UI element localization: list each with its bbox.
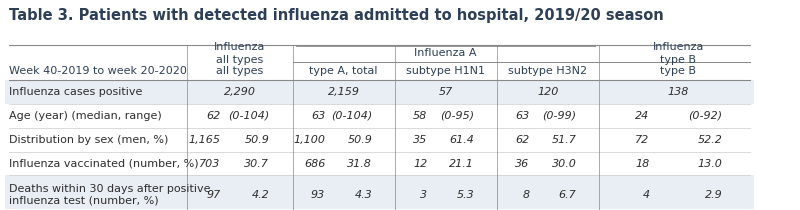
- Text: 57: 57: [438, 87, 453, 97]
- Text: 703: 703: [199, 159, 221, 169]
- Text: Influenza A: Influenza A: [414, 48, 477, 58]
- Text: Influenza
type B: Influenza type B: [653, 42, 704, 65]
- Text: (0-95): (0-95): [440, 111, 474, 121]
- Text: (0-99): (0-99): [542, 111, 576, 121]
- Text: 61.4: 61.4: [450, 135, 474, 145]
- FancyBboxPatch shape: [5, 80, 754, 104]
- Text: 138: 138: [667, 87, 689, 97]
- Text: 52.2: 52.2: [698, 135, 722, 145]
- Text: Influenza
all types: Influenza all types: [214, 42, 266, 65]
- Text: type B: type B: [660, 66, 696, 76]
- Text: 1,165: 1,165: [189, 135, 221, 145]
- Text: Week 40-2019 to week 20-2020: Week 40-2019 to week 20-2020: [9, 66, 187, 76]
- Text: 2,290: 2,290: [224, 87, 256, 97]
- Text: 93: 93: [311, 190, 326, 200]
- Text: Table 3. Patients with detected influenza admitted to hospital, 2019/20 season: Table 3. Patients with detected influenz…: [9, 8, 664, 23]
- Text: all types: all types: [216, 66, 263, 76]
- Text: influenza test (number, %): influenza test (number, %): [9, 196, 158, 206]
- Text: 62: 62: [206, 111, 221, 121]
- Text: 4.2: 4.2: [251, 190, 270, 200]
- Text: 36: 36: [515, 159, 530, 169]
- Text: 50.9: 50.9: [244, 135, 270, 145]
- Text: 6.7: 6.7: [558, 190, 576, 200]
- Text: subtype H1N1: subtype H1N1: [406, 66, 485, 76]
- Text: 2.9: 2.9: [705, 190, 722, 200]
- Text: 1,100: 1,100: [294, 135, 326, 145]
- Text: type A, total: type A, total: [310, 66, 378, 76]
- Text: 24: 24: [635, 111, 650, 121]
- Text: 4: 4: [642, 190, 650, 200]
- Text: 2,159: 2,159: [328, 87, 360, 97]
- Text: 97: 97: [206, 190, 221, 200]
- FancyBboxPatch shape: [5, 176, 754, 210]
- Text: 30.0: 30.0: [551, 159, 576, 169]
- Text: 50.9: 50.9: [347, 135, 372, 145]
- Text: subtype H3N2: subtype H3N2: [508, 66, 587, 76]
- Text: 72: 72: [635, 135, 650, 145]
- Text: 18: 18: [635, 159, 650, 169]
- Text: 58: 58: [413, 111, 427, 121]
- Text: 21.1: 21.1: [450, 159, 474, 169]
- Text: 120: 120: [537, 87, 558, 97]
- Text: 5.3: 5.3: [457, 190, 474, 200]
- Text: Influenza cases positive: Influenza cases positive: [9, 87, 142, 97]
- Text: 4.3: 4.3: [354, 190, 372, 200]
- Text: Distribution by sex (men, %): Distribution by sex (men, %): [9, 135, 168, 145]
- Text: 3: 3: [420, 190, 427, 200]
- Text: (0-104): (0-104): [228, 111, 270, 121]
- Text: 8: 8: [522, 190, 530, 200]
- Text: 62: 62: [515, 135, 530, 145]
- Text: 13.0: 13.0: [698, 159, 722, 169]
- Text: 31.8: 31.8: [347, 159, 372, 169]
- Text: Age (year) (median, range): Age (year) (median, range): [9, 111, 162, 121]
- Text: 63: 63: [515, 111, 530, 121]
- Text: 35: 35: [413, 135, 427, 145]
- Text: 12: 12: [413, 159, 427, 169]
- Text: 51.7: 51.7: [551, 135, 576, 145]
- Text: (0-104): (0-104): [331, 111, 372, 121]
- Text: Deaths within 30 days after positive: Deaths within 30 days after positive: [9, 184, 210, 194]
- Text: (0-92): (0-92): [689, 111, 722, 121]
- Text: 30.7: 30.7: [244, 159, 270, 169]
- Text: 686: 686: [304, 159, 326, 169]
- Text: 63: 63: [311, 111, 326, 121]
- Text: Influenza vaccinated (number, %): Influenza vaccinated (number, %): [9, 159, 198, 169]
